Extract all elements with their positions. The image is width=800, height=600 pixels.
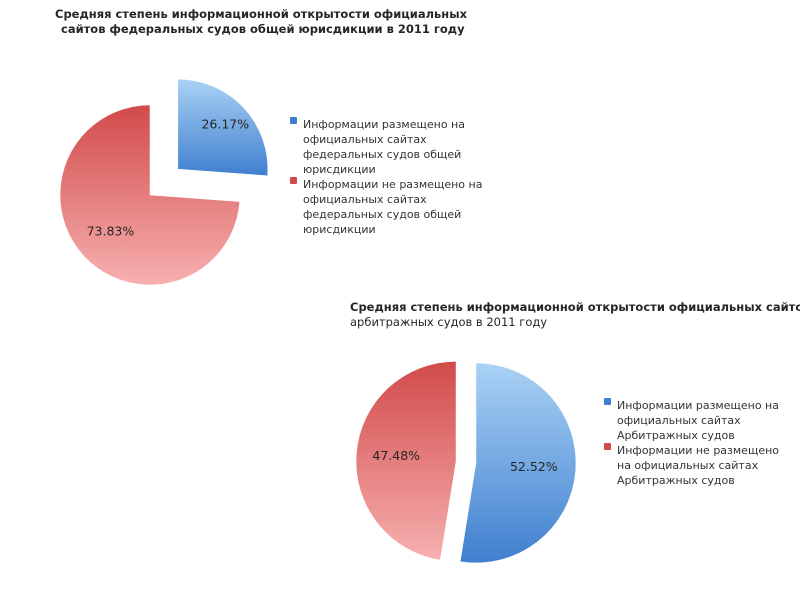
- pie-chart: 52.52% 47.48%: [355, 361, 577, 564]
- chart-title-line1: Средняя степень информационной открытост…: [55, 7, 468, 21]
- data-label: 47.48%: [372, 448, 420, 463]
- legend-label: Информации размещено на официальных сайт…: [303, 118, 465, 176]
- legend-item-not-placed: Информации не размещено на официальных с…: [604, 443, 794, 488]
- chart-title: Средняя степень информационной открытост…: [350, 300, 800, 330]
- legend-label: Информации не размещено на официальных с…: [303, 178, 483, 236]
- pie-slice: [177, 78, 269, 177]
- pie-chart: 26.17% 73.83%: [59, 78, 269, 286]
- legend: Информации размещено на официальных сайт…: [290, 117, 485, 237]
- pie-slice: [355, 361, 457, 561]
- legend-label: Информации размещено на официальных сайт…: [617, 399, 779, 442]
- chart-title-line2: сайтов федеральных судов общей юрисдикци…: [61, 22, 465, 36]
- legend-item-placed: Информации размещено на официальных сайт…: [604, 398, 794, 443]
- chart-title: Средняя степень информационной открытост…: [55, 7, 467, 37]
- legend-label: Информации не размещено на официальных с…: [617, 444, 780, 487]
- legend-item-placed: Информации размещено на официальных сайт…: [290, 117, 485, 177]
- legend-item-not-placed: Информации не размещено на официальных с…: [290, 177, 485, 237]
- legend-swatch-blue: [604, 398, 611, 405]
- legend: Информации размещено на официальных сайт…: [604, 398, 794, 488]
- legend-swatch-red: [290, 177, 297, 184]
- data-label: 26.17%: [201, 117, 249, 132]
- chart-title-line1: Средняя степень информационной открытост…: [350, 300, 800, 314]
- pie-slice: [59, 104, 241, 286]
- pie-slice: [459, 362, 577, 564]
- data-label: 52.52%: [510, 459, 558, 474]
- chart-federal-courts: Средняя степень информационной открытост…: [55, 7, 485, 286]
- data-label: 73.83%: [87, 223, 135, 238]
- legend-swatch-red: [604, 443, 611, 450]
- legend-swatch-blue: [290, 117, 297, 124]
- chart-arbitration-courts: Средняя степень информационной открытост…: [0, 300, 800, 600]
- chart-title-line2: арбитражных судов в 2011 году: [350, 315, 548, 329]
